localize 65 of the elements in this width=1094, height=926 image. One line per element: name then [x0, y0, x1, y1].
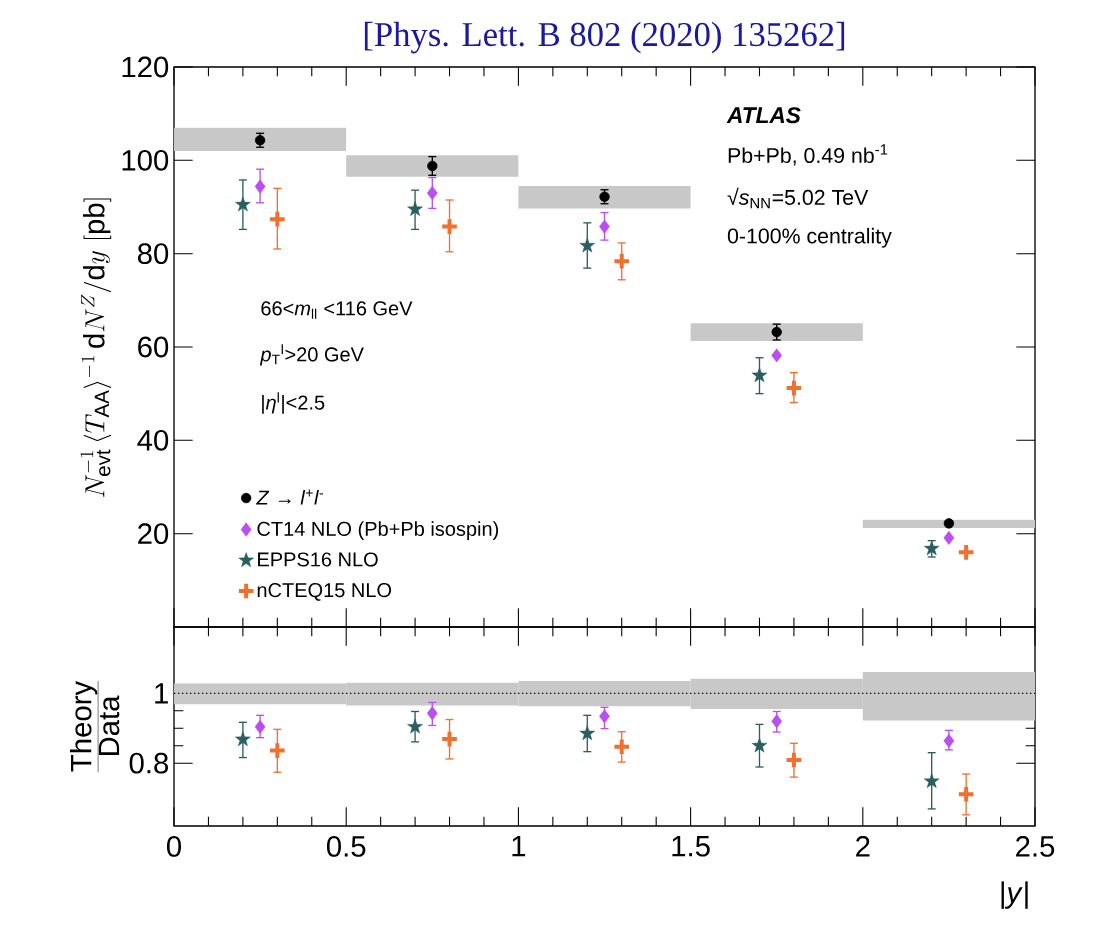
point	[784, 750, 804, 770]
point	[426, 185, 438, 200]
point	[579, 725, 596, 741]
point	[440, 217, 459, 236]
y-tick-label: 20	[138, 523, 169, 545]
point	[254, 179, 266, 194]
annotation: 66<m$_{ll}$ <116 GeV	[261, 301, 413, 319]
point	[923, 540, 940, 556]
y-tick-label: 100	[122, 149, 169, 171]
y-tick-label: 40	[137, 429, 169, 451]
x-axis-title: |y|	[1001, 881, 1028, 909]
point	[407, 718, 423, 734]
point	[407, 201, 423, 216]
point	[751, 737, 768, 753]
point	[612, 737, 632, 757]
y-tick-label: 120	[122, 56, 169, 78]
y-axis-title: $\frac{\textsf{Theory}}{\textsf{Data}}$	[69, 680, 120, 773]
annotation: 0-100% centrality	[727, 227, 892, 248]
legend-label: CT14 NLO (Pb+Pb isospin)	[257, 521, 499, 540]
bar	[862, 519, 1036, 529]
y-axis-title: $N_{\mathrm{evt}}^{-1}\,\langle T_{\mathrm{AA}}\rangle^{-1}\,\mathrm{d}N^{Z}/\mathrm{d}y~[\mathrm{pb}]$	[80, 198, 112, 498]
y-tick-label: 0.8	[129, 752, 169, 774]
annotation: ATLAS	[726, 107, 801, 124]
point	[943, 530, 955, 545]
point	[956, 543, 976, 562]
annotation: p$_{T}$$^{l}$>20 GeV	[259, 344, 364, 366]
point	[426, 706, 438, 721]
y-tick-label: 1	[155, 683, 168, 704]
point	[254, 719, 266, 734]
point	[923, 773, 940, 788]
point	[956, 784, 976, 804]
point	[235, 731, 251, 747]
point	[943, 733, 955, 748]
point	[943, 518, 955, 529]
y-tick-label: 60	[138, 336, 169, 358]
point	[267, 741, 287, 760]
point	[440, 729, 459, 749]
bar	[690, 323, 863, 341]
bar	[174, 127, 347, 151]
point	[771, 714, 783, 729]
y-tick-label: 80	[137, 243, 169, 265]
point	[427, 160, 438, 172]
x-tick-label: 1.5	[672, 836, 710, 857]
x-tick-label: 2.5	[1016, 836, 1055, 857]
point	[751, 367, 768, 383]
point	[267, 209, 287, 229]
annotation: |η$^{l}$|<2.5	[262, 392, 325, 414]
annotation: √s$_{NN}$=5.02 TeV	[727, 187, 869, 209]
x-tick-label: 2	[856, 836, 870, 857]
point	[599, 219, 610, 234]
bar	[346, 155, 519, 177]
legend-label: nCTEQ15 NLO	[257, 583, 392, 601]
legend-label: EPPS16 NLO	[258, 552, 378, 567]
x-tick-label: 1	[512, 836, 526, 857]
point	[771, 348, 783, 363]
point	[784, 378, 804, 398]
text: [Phys. Lett. B 802 (2020) 135262]	[364, 21, 845, 54]
annotation: Pb+Pb, 0.49 nb$^{-1}$	[728, 144, 888, 166]
legend-label: Z → l$^{+}$l$^{-}$	[256, 489, 323, 505]
x-tick-label: 0	[167, 836, 182, 857]
point	[235, 196, 251, 212]
point	[579, 237, 596, 253]
point	[612, 251, 632, 271]
bar	[518, 186, 691, 209]
x-tick-label: 0.5	[326, 836, 366, 857]
